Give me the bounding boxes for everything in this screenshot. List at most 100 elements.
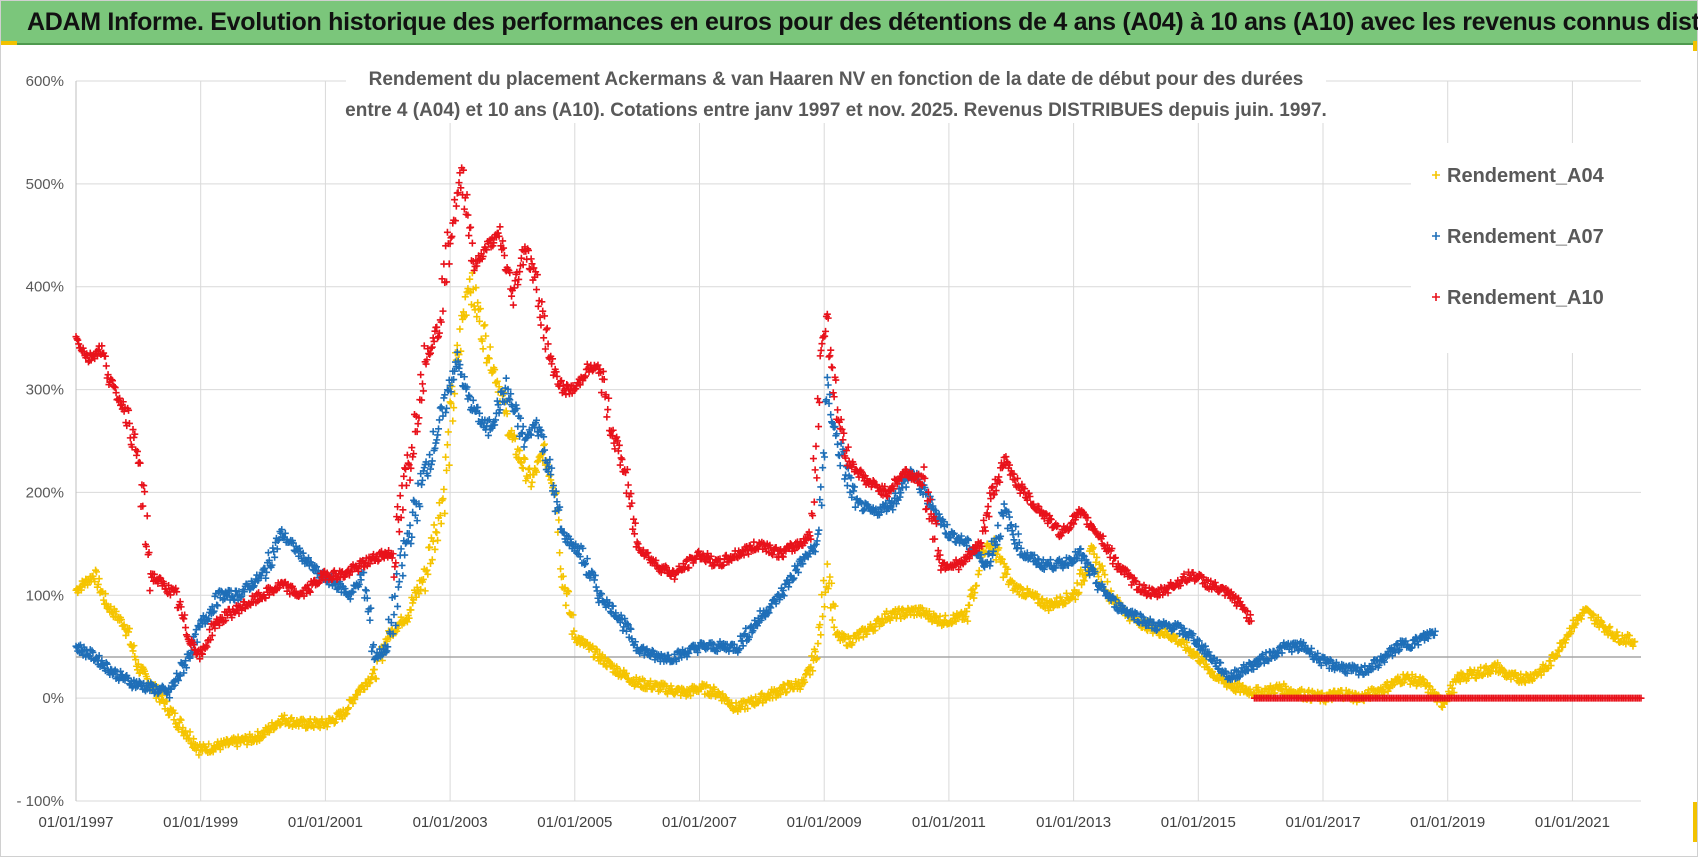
data-point-rendement-a04 — [579, 635, 587, 643]
data-point-rendement-a04 — [928, 618, 936, 626]
corner-mark-left — [1, 41, 17, 45]
data-point-rendement-a04 — [481, 321, 489, 329]
data-point-rendement-a07 — [98, 657, 106, 665]
data-point-rendement-a04 — [100, 596, 108, 604]
data-point-rendement-a10 — [400, 472, 408, 480]
data-point-rendement-a07 — [304, 554, 312, 562]
data-point-rendement-a10 — [834, 406, 842, 414]
data-point-rendement-a07 — [520, 443, 528, 451]
y-tick-label: 400% — [26, 279, 64, 296]
data-point-rendement-a04 — [533, 468, 541, 476]
data-point-rendement-a07 — [341, 585, 349, 593]
data-point-rendement-a07 — [814, 530, 822, 538]
data-point-rendement-a04 — [163, 697, 171, 705]
data-point-rendement-a04 — [443, 441, 451, 449]
data-point-rendement-a07 — [230, 595, 238, 603]
data-point-rendement-a04 — [562, 601, 570, 609]
data-point-rendement-a07 — [820, 449, 828, 457]
data-point-rendement-a04 — [437, 520, 445, 528]
data-point-rendement-a04 — [478, 337, 486, 345]
data-point-rendement-a04 — [1609, 630, 1616, 638]
data-point-rendement-a04 — [1629, 642, 1637, 650]
data-point-rendement-a07 — [182, 657, 190, 665]
data-point-rendement-a10 — [508, 292, 516, 300]
data-point-rendement-a04 — [821, 603, 829, 611]
data-point-rendement-a07 — [827, 411, 835, 419]
data-point-rendement-a10 — [517, 254, 525, 262]
chart-title-group: Rendement du placement Ackermans & van H… — [345, 61, 1327, 123]
data-point-rendement-a07 — [455, 364, 463, 372]
data-point-rendement-a04 — [427, 559, 435, 567]
data-point-rendement-a04 — [831, 602, 839, 610]
data-point-rendement-a07 — [357, 576, 365, 584]
data-point-rendement-a07 — [389, 630, 397, 638]
data-point-rendement-a04 — [125, 628, 133, 636]
data-point-rendement-a07 — [399, 572, 407, 580]
data-point-rendement-a07 — [431, 444, 439, 452]
data-point-rendement-a07 — [443, 404, 451, 412]
data-point-rendement-a04 — [1383, 679, 1391, 687]
data-point-rendement-a04 — [132, 656, 140, 664]
data-point-rendement-a04 — [370, 666, 378, 674]
data-point-rendement-a04 — [524, 466, 532, 474]
data-point-rendement-a10 — [827, 346, 835, 354]
data-point-rendement-a04 — [723, 696, 731, 704]
data-point-rendement-a04 — [486, 343, 494, 351]
data-point-rendement-a07 — [406, 521, 414, 529]
data-point-rendement-a07 — [299, 549, 307, 557]
data-point-rendement-a04 — [143, 675, 151, 683]
data-point-rendement-a07 — [502, 374, 510, 382]
data-point-rendement-a10 — [509, 301, 517, 309]
data-point-rendement-a04 — [827, 604, 835, 612]
data-point-rendement-a04 — [476, 305, 484, 313]
data-point-rendement-a04 — [426, 543, 434, 551]
x-tick-label: 01/01/1999 — [163, 814, 238, 831]
data-point-rendement-a04 — [1568, 628, 1576, 636]
data-point-rendement-a04 — [1598, 618, 1606, 626]
data-point-rendement-a04 — [1068, 594, 1076, 602]
data-point-rendement-a04 — [1425, 682, 1433, 690]
data-point-rendement-a07 — [214, 602, 222, 610]
chart-title-line-2: entre 4 (A04) et 10 ans (A10). Cotations… — [345, 100, 1327, 121]
data-point-rendement-a04 — [632, 674, 640, 682]
data-point-rendement-a07 — [255, 576, 263, 584]
data-point-rendement-a07 — [441, 391, 449, 399]
x-tick-label: 01/01/2013 — [1036, 814, 1111, 831]
data-point-rendement-a07 — [447, 388, 455, 396]
data-point-rendement-a04 — [1464, 674, 1472, 682]
data-point-rendement-a04 — [1318, 689, 1326, 697]
data-point-rendement-a07 — [95, 652, 103, 660]
data-point-rendement-a04 — [702, 682, 710, 690]
data-point-rendement-a04 — [564, 587, 572, 595]
data-point-rendement-a10 — [542, 326, 550, 334]
data-point-rendement-a04 — [647, 677, 655, 685]
data-point-rendement-a04 — [520, 454, 528, 462]
data-point-rendement-a04 — [1547, 662, 1555, 670]
data-point-rendement-a04 — [446, 398, 454, 406]
data-point-rendement-a07 — [154, 690, 162, 698]
data-point-rendement-a07 — [427, 465, 435, 473]
data-point-rendement-a07 — [407, 540, 415, 548]
data-point-rendement-a07 — [592, 583, 600, 591]
data-point-rendement-a04 — [1038, 595, 1046, 603]
data-point-rendement-a07 — [360, 569, 368, 577]
data-point-rendement-a07 — [209, 609, 217, 617]
data-point-rendement-a04 — [744, 705, 752, 713]
data-point-rendement-a07 — [269, 544, 277, 552]
data-point-rendement-a04 — [195, 751, 203, 759]
data-point-rendement-a04 — [428, 556, 436, 564]
data-point-rendement-a04 — [593, 646, 601, 654]
data-point-rendement-a04 — [752, 693, 760, 701]
data-point-rendement-a04 — [1605, 624, 1613, 632]
data-point-rendement-a07 — [850, 487, 858, 495]
data-point-rendement-a04 — [344, 705, 352, 713]
data-point-rendement-a04 — [871, 626, 879, 634]
data-point-rendement-a04 — [814, 640, 822, 648]
data-point-rendement-a04 — [475, 317, 483, 325]
data-point-rendement-a07 — [815, 526, 823, 534]
data-point-rendement-a04 — [1537, 671, 1545, 679]
data-point-rendement-a07 — [191, 630, 199, 638]
data-point-rendement-a07 — [103, 660, 111, 668]
data-point-rendement-a07 — [439, 412, 447, 420]
data-point-rendement-a07 — [250, 582, 258, 590]
